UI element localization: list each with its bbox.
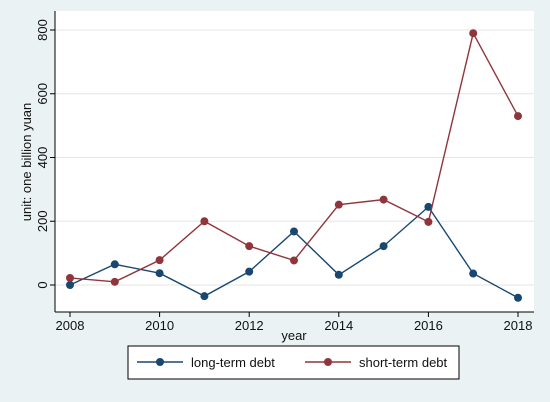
x-tick-label: 2012 [235, 318, 264, 333]
x-axis-ticks: 2008 2010 2012 2014 2016 2018 [56, 312, 533, 333]
data-point-long-term-debt [424, 202, 433, 211]
data-point-short-term-debt [379, 195, 388, 204]
data-point-long-term-debt [514, 293, 522, 302]
x-tick-label: 2016 [414, 318, 443, 333]
y-axis-ticks: 0 200 400 600 800 [35, 19, 55, 289]
legend: long-term debt short-term debt [137, 355, 448, 370]
data-point-short-term-debt [245, 242, 254, 251]
grid-lines [55, 29, 534, 286]
x-tick-label: 2010 [145, 318, 174, 333]
data-point-short-term-debt [290, 256, 298, 265]
x-tick-label: 2018 [504, 318, 533, 333]
legend-label-short-term-debt: short-term debt [359, 355, 448, 370]
data-point-short-term-debt [66, 273, 74, 282]
legend-box [127, 345, 460, 380]
data-point-short-term-debt [469, 29, 478, 38]
legend-marker-short-term-debt [324, 358, 332, 366]
data-point-long-term-debt [469, 269, 478, 278]
data-point-long-term-debt [200, 292, 209, 301]
data-point-short-term-debt [424, 217, 433, 226]
x-tick-label: 2008 [56, 318, 85, 333]
data-point-long-term-debt [334, 270, 343, 279]
data-point-short-term-debt [200, 217, 209, 226]
y-tick-label: 800 [35, 19, 50, 41]
y-tick-label: 0 [35, 281, 50, 288]
data-point-short-term-debt [514, 112, 522, 121]
legend-label-long-term-debt: long-term debt [191, 355, 275, 370]
data-point-long-term-debt [290, 227, 298, 236]
data-point-short-term-debt [334, 200, 343, 209]
y-tick-label: 400 [35, 147, 50, 169]
series-group [66, 29, 522, 302]
data-point-short-term-debt [155, 256, 164, 265]
x-axis-title: year [281, 328, 307, 343]
data-point-long-term-debt [110, 260, 119, 269]
y-tick-label: 200 [35, 210, 50, 232]
data-point-long-term-debt [155, 269, 164, 278]
x-tick-label: 2014 [324, 318, 353, 333]
y-tick-label: 600 [35, 83, 50, 105]
data-point-long-term-debt [66, 281, 74, 289]
y-axis-title: unit: one billion yuan [19, 103, 34, 222]
data-point-long-term-debt [379, 242, 388, 251]
legend-marker-long-term-debt [156, 358, 164, 366]
data-point-long-term-debt [245, 267, 254, 276]
data-point-short-term-debt [110, 277, 119, 286]
